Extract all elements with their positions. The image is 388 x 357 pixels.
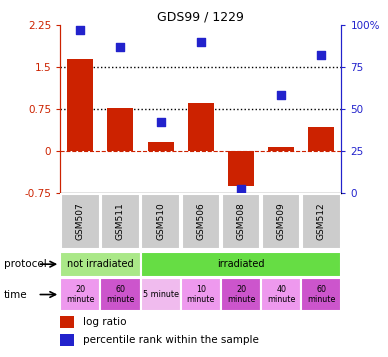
Text: irradiated: irradiated — [217, 259, 265, 269]
FancyBboxPatch shape — [181, 278, 221, 311]
Text: percentile rank within the sample: percentile rank within the sample — [83, 335, 258, 345]
Bar — [60, 334, 74, 346]
Bar — [67, 59, 93, 151]
Text: 10
minute: 10 minute — [187, 285, 215, 304]
Text: protocol: protocol — [4, 259, 47, 269]
Text: 20
minute: 20 minute — [227, 285, 255, 304]
FancyBboxPatch shape — [182, 194, 220, 249]
FancyBboxPatch shape — [301, 278, 341, 311]
FancyBboxPatch shape — [60, 278, 100, 311]
Text: GSM510: GSM510 — [156, 202, 165, 240]
Point — [158, 120, 164, 125]
Text: 40
minute: 40 minute — [267, 285, 295, 304]
Text: not irradiated: not irradiated — [67, 259, 133, 269]
Text: 20
minute: 20 minute — [66, 285, 94, 304]
FancyBboxPatch shape — [140, 252, 341, 277]
FancyBboxPatch shape — [141, 194, 180, 249]
Bar — [60, 316, 74, 328]
Point — [77, 27, 83, 33]
FancyBboxPatch shape — [221, 278, 261, 311]
Text: log ratio: log ratio — [83, 317, 126, 327]
Text: GSM511: GSM511 — [116, 202, 125, 240]
Text: GSM509: GSM509 — [277, 202, 286, 240]
Bar — [268, 147, 294, 151]
FancyBboxPatch shape — [261, 278, 301, 311]
Text: 5 minute: 5 minute — [143, 290, 178, 299]
Point — [278, 92, 284, 98]
FancyBboxPatch shape — [222, 194, 260, 249]
Title: GDS99 / 1229: GDS99 / 1229 — [158, 11, 244, 24]
Text: 60
minute: 60 minute — [106, 285, 135, 304]
Text: GSM508: GSM508 — [236, 202, 246, 240]
FancyBboxPatch shape — [100, 278, 140, 311]
Bar — [107, 108, 133, 151]
Bar — [147, 142, 174, 151]
Text: GSM506: GSM506 — [196, 202, 205, 240]
FancyBboxPatch shape — [262, 194, 300, 249]
Bar — [188, 103, 214, 151]
Text: 60
minute: 60 minute — [307, 285, 336, 304]
Point — [318, 52, 324, 58]
FancyBboxPatch shape — [101, 194, 140, 249]
FancyBboxPatch shape — [302, 194, 341, 249]
Text: time: time — [4, 290, 28, 300]
FancyBboxPatch shape — [61, 194, 99, 249]
FancyBboxPatch shape — [140, 278, 181, 311]
Text: GSM512: GSM512 — [317, 202, 326, 240]
Point — [238, 187, 244, 192]
FancyBboxPatch shape — [60, 252, 140, 277]
Text: GSM507: GSM507 — [76, 202, 85, 240]
Bar — [228, 151, 254, 186]
Point — [197, 39, 204, 45]
Bar — [308, 127, 334, 151]
Point — [117, 44, 123, 50]
